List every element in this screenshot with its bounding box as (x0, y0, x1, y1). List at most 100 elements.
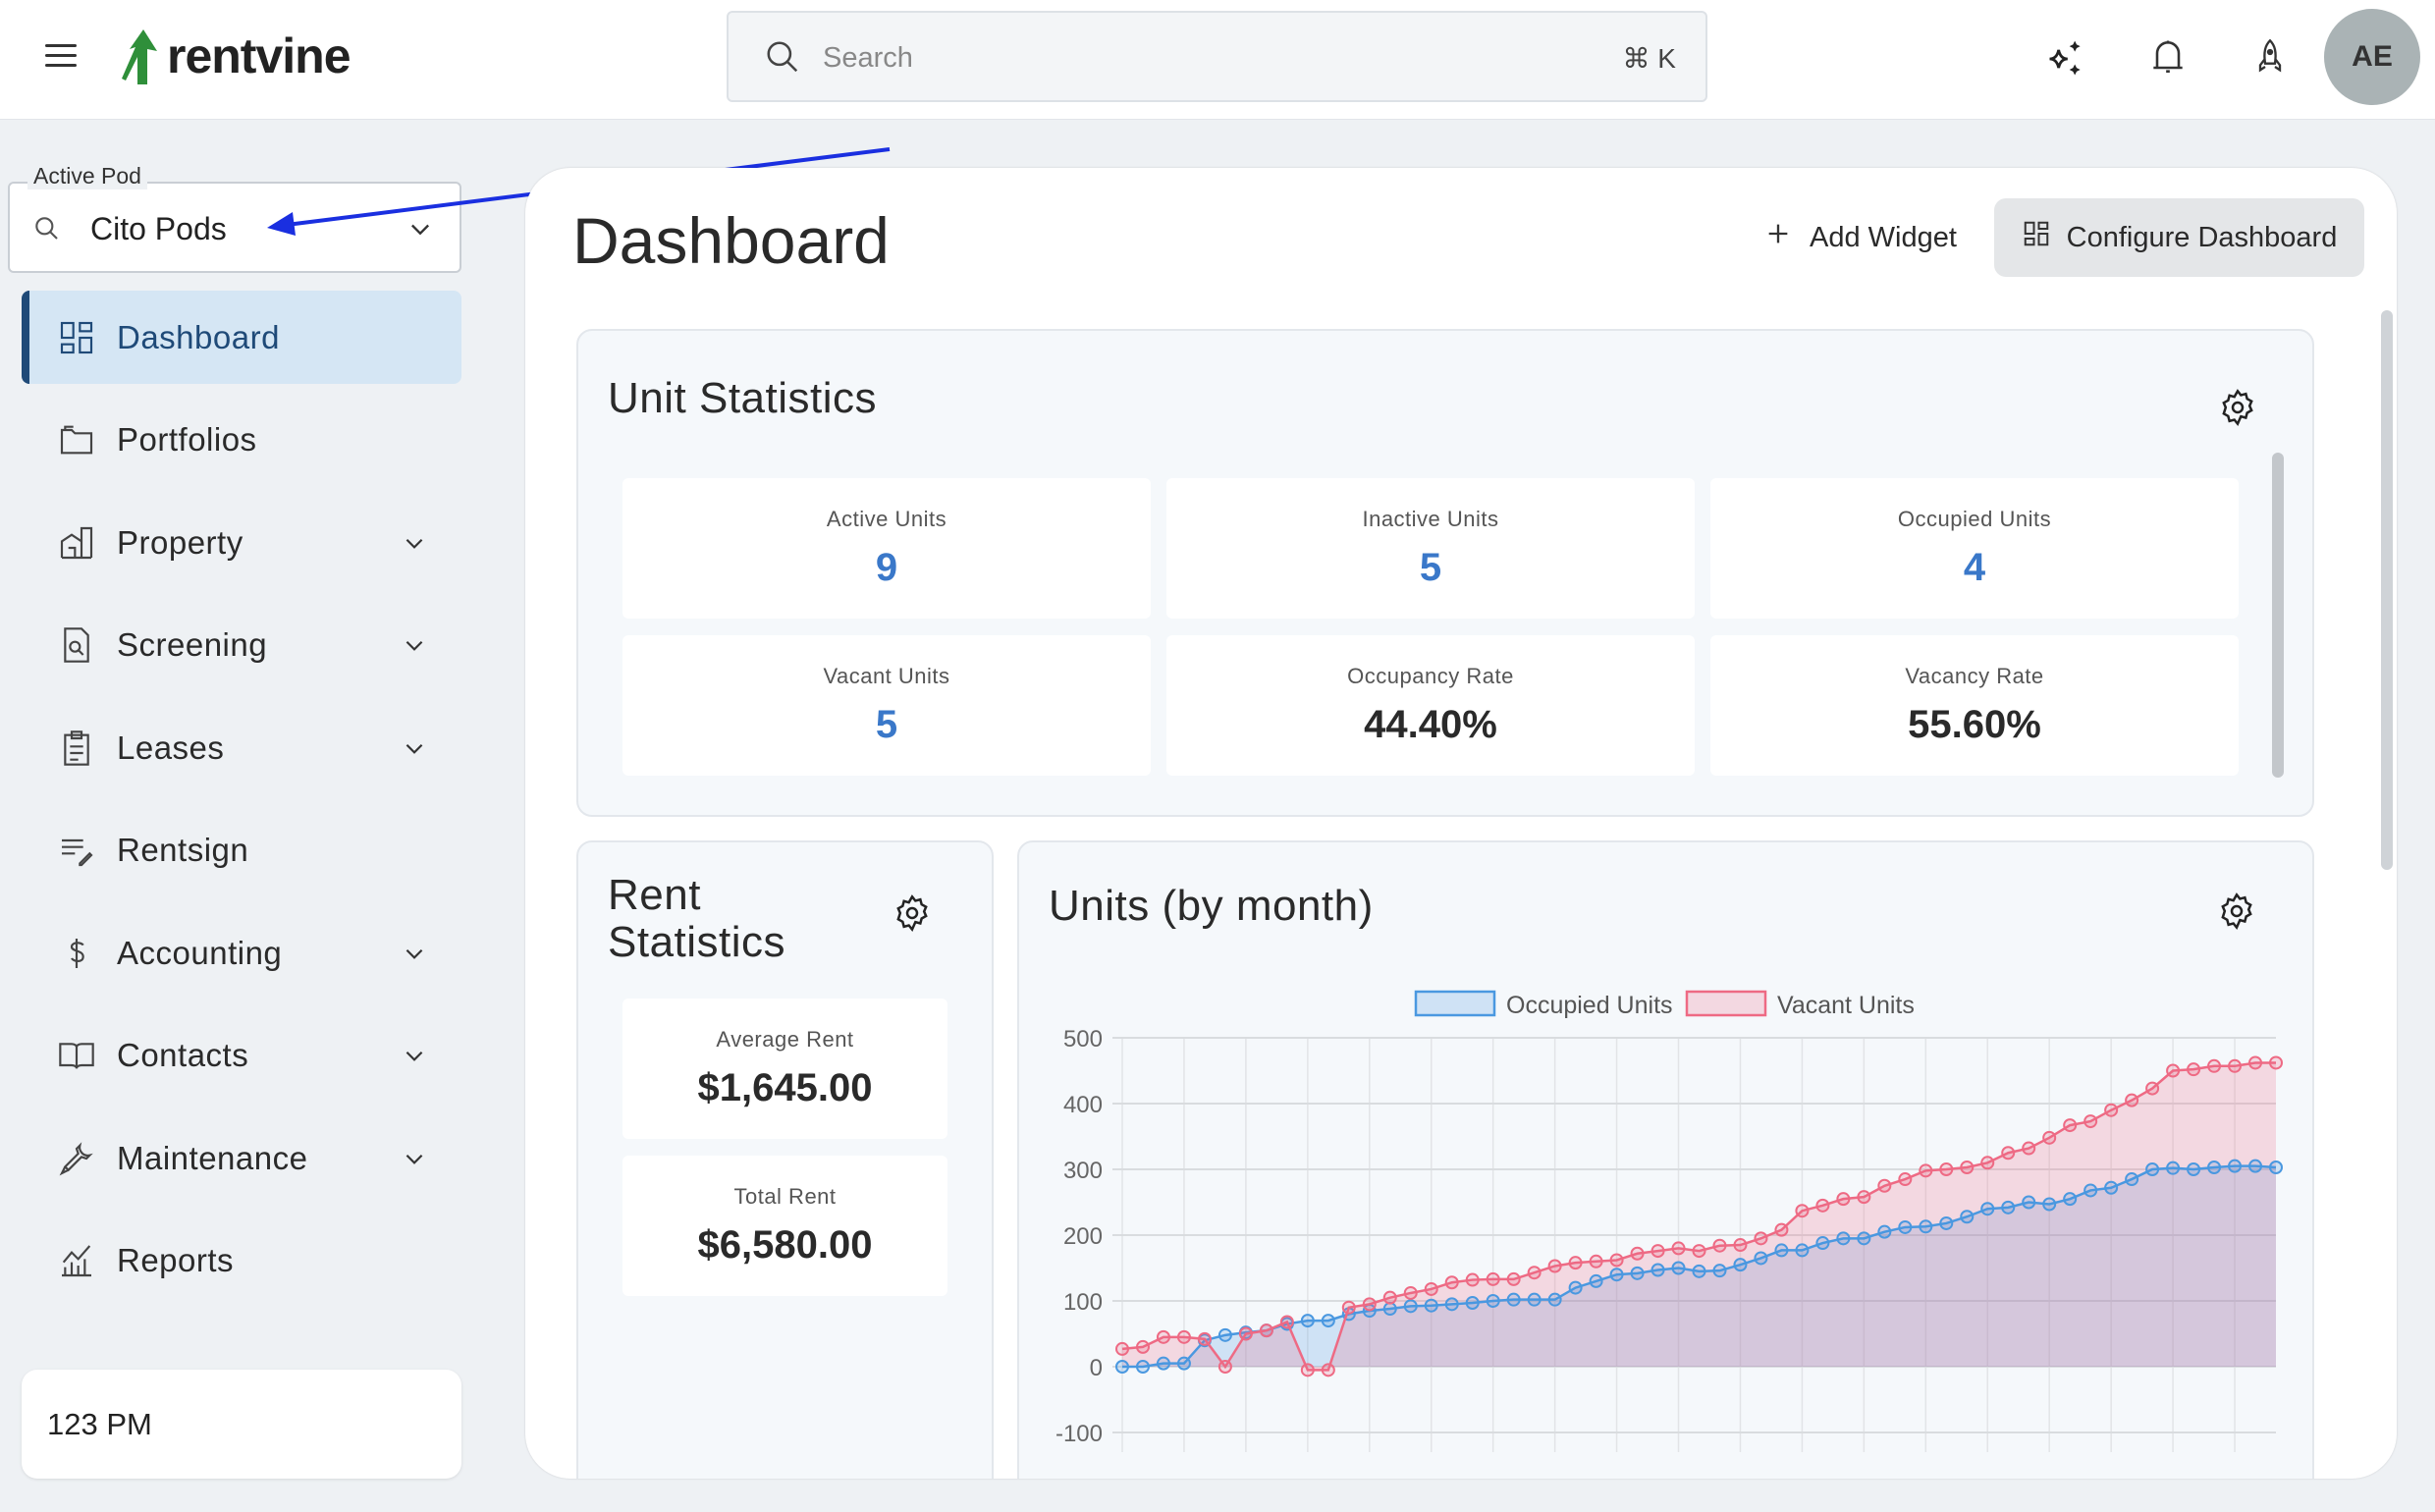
stat-label: Total Rent (733, 1184, 837, 1209)
data-point (1877, 1178, 1892, 1193)
data-point (1795, 1204, 1810, 1218)
user-avatar[interactable]: AE (2324, 9, 2420, 105)
data-point (1506, 1271, 1521, 1286)
rocket-icon[interactable] (2246, 33, 2294, 81)
data-point (1939, 1162, 1954, 1176)
scrollbar[interactable] (2381, 310, 2393, 870)
chevron-down-icon[interactable] (400, 733, 429, 763)
data-point (2248, 1159, 2263, 1173)
data-point (1115, 1341, 1129, 1356)
active-pod-select[interactable]: Cito Pods (8, 182, 461, 273)
data-point (1960, 1160, 1975, 1174)
gear-icon[interactable] (893, 893, 932, 933)
gear-icon[interactable] (2217, 891, 2256, 931)
sidebar-item-accounting[interactable]: Accounting (22, 906, 461, 999)
chevron-down-icon[interactable] (400, 630, 429, 660)
search-bar[interactable]: Search ⌘ K (727, 11, 1707, 102)
data-point (1176, 1329, 1191, 1344)
sidebar-item-leases[interactable]: Leases (22, 701, 461, 794)
brand-name[interactable]: rentvine (167, 28, 352, 83)
data-point (1547, 1292, 1562, 1307)
chevron-down-icon[interactable] (400, 939, 429, 968)
data-point (1815, 1198, 1830, 1213)
data-point (1444, 1275, 1459, 1290)
data-point (2125, 1172, 2139, 1187)
data-point (1506, 1292, 1521, 1307)
data-point (2145, 1081, 2160, 1096)
units-chart: 500 400 300 200 100 0 -100 Occupied Units Vacant… (1055, 990, 2283, 1452)
sidebar-item-reports[interactable]: Reports (22, 1215, 461, 1308)
scrollbar[interactable] (2272, 453, 2284, 778)
data-point (1692, 1244, 1706, 1259)
sidebar-item-contacts[interactable]: Contacts (22, 1009, 461, 1103)
data-point (1568, 1280, 1583, 1295)
data-point (1898, 1219, 1913, 1234)
sidebar-item-label: Portfolios (117, 421, 257, 458)
y-tick-label: 500 (1063, 1026, 1103, 1053)
sidebar-item-label: Accounting (117, 934, 283, 971)
data-point (1527, 1292, 1542, 1307)
data-point (2269, 1055, 2283, 1070)
page-title: Dashboard (572, 204, 890, 277)
data-point (2042, 1197, 2057, 1212)
stat-tile: Vacant Units 5 (622, 635, 1151, 776)
legend-swatch (1685, 990, 1767, 1017)
y-tick-label: 200 (1063, 1223, 1103, 1250)
stat-value: 4 (1963, 546, 1986, 589)
data-point (2125, 1093, 2139, 1107)
data-point (1712, 1238, 1727, 1253)
search-input[interactable]: Search (823, 42, 913, 74)
data-point (1630, 1246, 1645, 1261)
data-point (1403, 1299, 1418, 1314)
sparkles-icon[interactable] (2042, 35, 2089, 82)
sidebar-item-portfolios[interactable]: Portfolios (22, 394, 461, 487)
sidebar-item-screening[interactable]: Screening (22, 599, 461, 692)
stat-tile: Occupied Units 4 (1710, 478, 2239, 619)
menu-icon[interactable] (45, 37, 77, 74)
data-point (2207, 1058, 2222, 1073)
data-point (1671, 1241, 1686, 1256)
gear-icon[interactable] (2218, 388, 2257, 427)
card-title-line: Rent (608, 871, 701, 919)
stat-label: Vacancy Rate (1905, 664, 2044, 688)
chevron-down-icon[interactable] (400, 1041, 429, 1070)
bell-icon[interactable] (2144, 33, 2192, 81)
configure-dashboard-button[interactable]: Configure Dashboard (1994, 198, 2364, 277)
search-icon (31, 213, 63, 249)
chart-icon (55, 1239, 98, 1282)
stat-value: 5 (1419, 546, 1442, 589)
screening-icon (55, 623, 98, 667)
chevron-down-icon[interactable] (400, 1144, 429, 1173)
stat-value: 44.40% (1364, 703, 1497, 746)
clipboard-icon (55, 727, 98, 770)
chevron-down-icon[interactable] (400, 528, 429, 558)
add-widget-button[interactable]: Add Widget (1764, 215, 1957, 260)
stat-tile: Average Rent $1,645.00 (622, 999, 947, 1139)
data-point (2145, 1162, 2160, 1176)
chevron-down-icon (406, 215, 434, 247)
sidebar-item-rentsign[interactable]: Rentsign (22, 804, 461, 897)
stat-tile: Vacancy Rate 55.60% (1710, 635, 2239, 776)
y-tick-label: 0 (1090, 1355, 1103, 1381)
configure-dashboard-label: Configure Dashboard (2066, 221, 2338, 253)
data-point (2063, 1118, 2078, 1133)
y-tick-label: -100 (1055, 1421, 1103, 1447)
stat-value: $1,645.00 (697, 1066, 873, 1109)
sidebar-item-property[interactable]: Property (22, 496, 461, 589)
data-point (1836, 1231, 1851, 1246)
folder-icon (55, 418, 98, 461)
rent-statistics-card: Rent Statistics Average Rent $1,645.00 Tota… (576, 840, 994, 1479)
active-pod-label: Active Pod (27, 163, 147, 189)
data-point (1486, 1271, 1500, 1286)
data-point (1836, 1192, 1851, 1207)
sidebar-item-dashboard[interactable]: Dashboard (22, 291, 461, 384)
data-point (2187, 1162, 2201, 1176)
plus-icon (1764, 220, 1792, 255)
data-point (1465, 1296, 1480, 1311)
data-point (1857, 1190, 1871, 1205)
data-point (1115, 1360, 1129, 1374)
sidebar-item-maintenance[interactable]: Maintenance (22, 1111, 461, 1205)
stat-label: Vacant Units (823, 664, 950, 688)
y-tick-label: 100 (1063, 1289, 1103, 1316)
data-point (1156, 1329, 1170, 1344)
